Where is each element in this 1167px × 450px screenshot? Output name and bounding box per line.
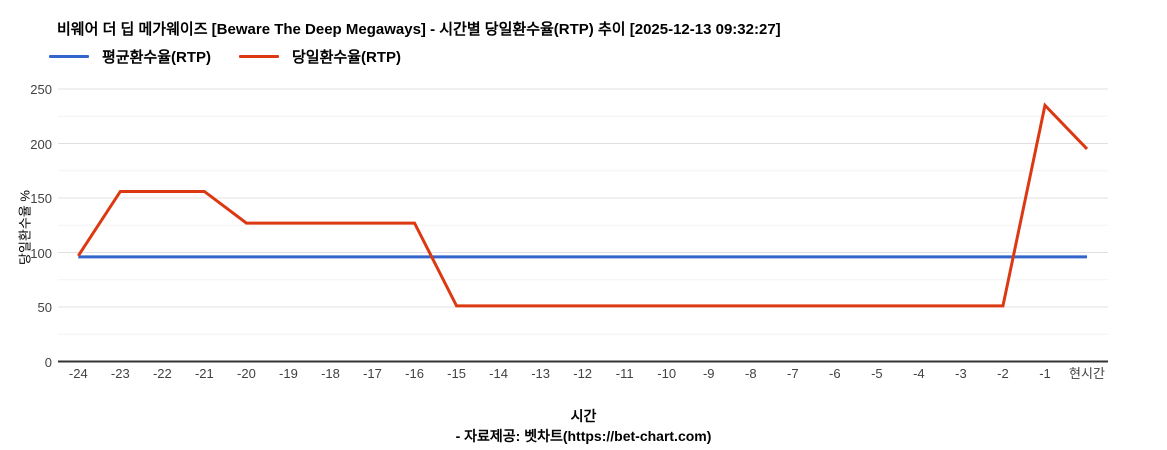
legend-label-average: 평균환수율(RTP) <box>102 49 211 66</box>
x-tick-label: -20 <box>237 366 256 381</box>
x-tick-label: -21 <box>194 366 214 381</box>
x-tick-label: -8 <box>744 366 757 381</box>
legend-item-average: 평균환수율(RTP) <box>49 46 211 67</box>
x-tick-label: -1 <box>1039 366 1051 381</box>
x-tick-label: -5 <box>871 366 883 381</box>
x-tick-label: -12 <box>573 366 593 381</box>
x-tick-label: -23 <box>110 366 130 381</box>
legend-item-daily: 당일환수율(RTP) <box>239 46 401 67</box>
x-tick-label: -24 <box>68 366 88 381</box>
y-tick-label: 0 <box>44 354 52 370</box>
legend: 평균환수율(RTP) 당일환수율(RTP) <box>49 46 401 67</box>
x-tick-label: -2 <box>997 366 1009 381</box>
x-tick-label: -15 <box>447 366 466 381</box>
x-tick-label: -3 <box>955 366 967 381</box>
x-tick-label: -7 <box>787 366 799 381</box>
legend-label-daily: 당일환수율(RTP) <box>292 49 401 66</box>
y-tick-label: 250 <box>30 82 52 97</box>
x-tick-label: -16 <box>405 366 424 381</box>
y-tick-label: 200 <box>30 136 52 152</box>
daily-rtp-line <box>77 102 1089 308</box>
y-tick-label: 150 <box>30 191 52 206</box>
y-tick-label: 50 <box>37 300 52 315</box>
x-tick-label: -22 <box>152 366 172 381</box>
x-tick-label: -17 <box>363 366 382 381</box>
x-tick-label: -6 <box>829 366 841 381</box>
data-source-credit: - 자료제공: 벳차트(https://bet-chart.com) <box>455 428 712 444</box>
x-tick-label: 현시간 <box>1069 366 1105 381</box>
x-tick-label: -18 <box>321 366 340 381</box>
legend-swatch-1 <box>239 55 279 58</box>
legend-swatch-0 <box>49 55 89 58</box>
x-axis-title: 시간 <box>570 408 597 424</box>
x-tick-label: -19 <box>279 366 298 381</box>
chart-title: 비웨어 더 딥 메가웨이즈 [Beware The Deep Megaways]… <box>57 21 781 38</box>
x-tick-label: -4 <box>913 366 925 381</box>
y-tick-label: 100 <box>30 245 52 261</box>
x-tick-label: -13 <box>531 366 551 381</box>
x-tick-label: -9 <box>702 366 715 381</box>
x-tick-label: -14 <box>489 366 508 381</box>
x-tick-label: -11 <box>615 366 634 381</box>
x-tick-label: -10 <box>657 366 677 381</box>
